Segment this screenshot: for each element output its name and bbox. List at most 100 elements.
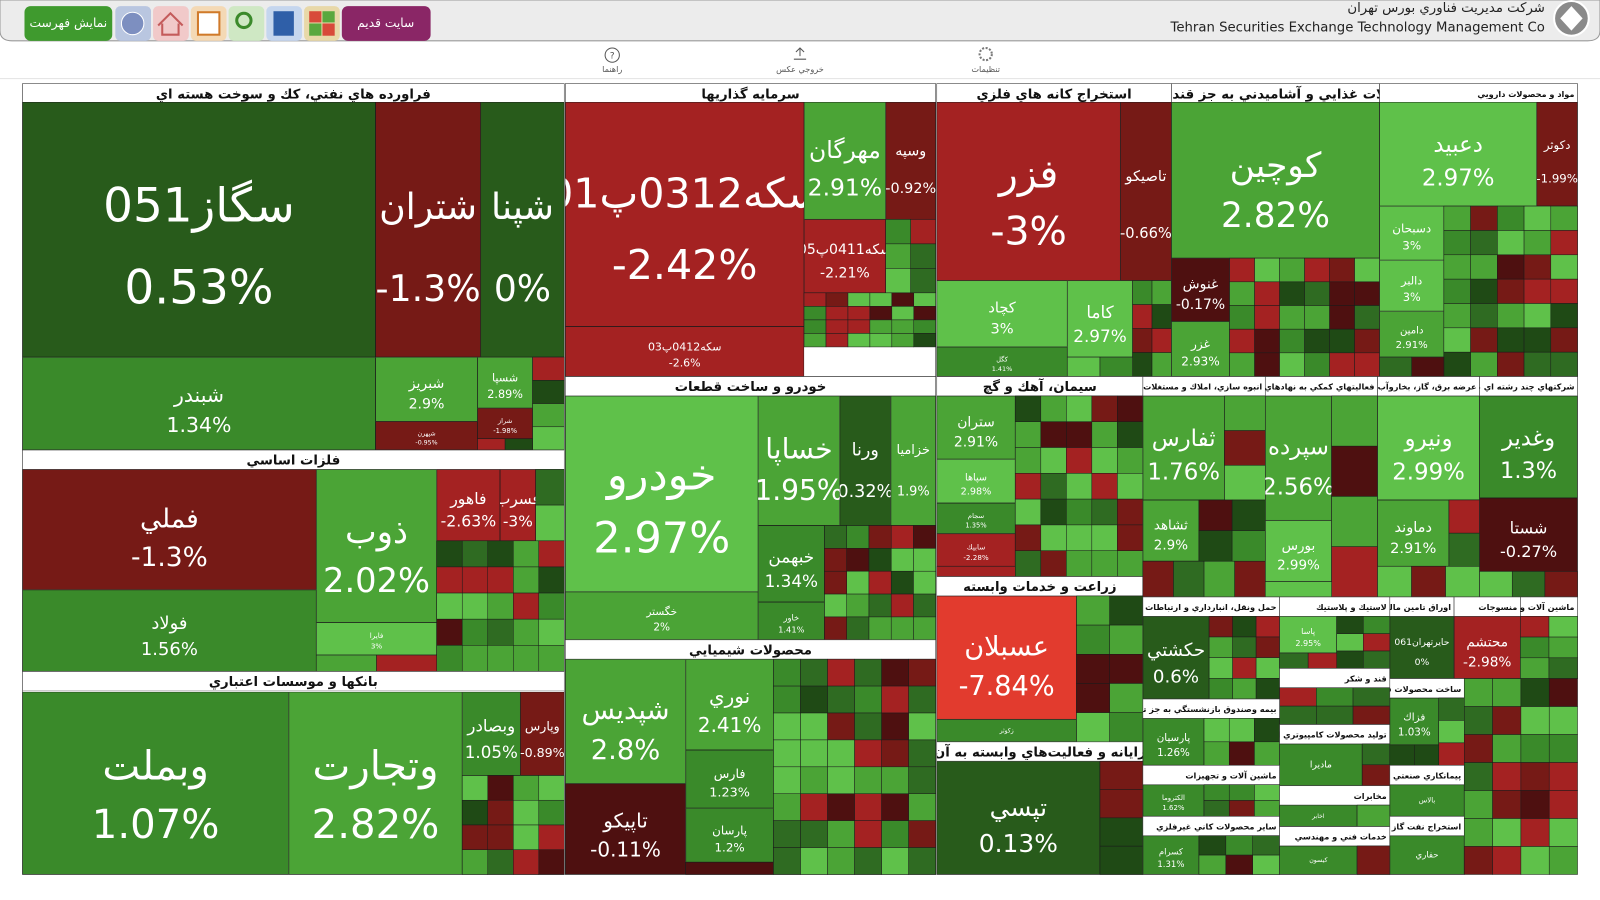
tile-bg [1120, 102, 1172, 281]
small-tile [1066, 447, 1093, 474]
tile-bg [1279, 805, 1358, 827]
small-tile [1377, 566, 1412, 598]
tile-bg [1536, 102, 1578, 207]
tile-change: 2.89% [487, 388, 523, 401]
tile-symbol: كوچين [1230, 146, 1322, 186]
small-tile [532, 426, 565, 451]
show-list-label[interactable]: نمايش فهرست [30, 16, 108, 31]
tile-symbol: شپديس [581, 695, 669, 726]
tile-change: 1.62% [1162, 804, 1184, 812]
small-tile [881, 739, 909, 768]
small-tile [1254, 741, 1280, 766]
tile-symbol: ثفارس [1152, 426, 1216, 452]
tile-symbol: فملي [140, 503, 199, 534]
sector-title: زراعت و خدمات وابسته [963, 580, 1116, 595]
sector-title-bg [1279, 596, 1390, 617]
stock-tile: تاصيكو -0.66% [1120, 102, 1172, 281]
small-tile [881, 766, 909, 794]
sector-title: رايانه و فعاليت‌هاي وابسته به آن [934, 744, 1146, 761]
sector-title-bar: انبوه سازي، املاك و مستغلات [1142, 376, 1266, 396]
small-tile [1279, 705, 1317, 725]
tile-bg [685, 808, 774, 863]
export-icon[interactable] [793, 47, 807, 60]
small-tile [1208, 636, 1233, 658]
small-tile [1411, 566, 1446, 598]
small-tile [1279, 352, 1305, 377]
tile-bg [804, 102, 886, 220]
small-tile [1203, 800, 1230, 817]
small-tile [1550, 327, 1578, 353]
help-label[interactable]: راهنما [602, 64, 622, 74]
tile-change: -3% [990, 210, 1066, 255]
tile-symbol: غنوش [1183, 277, 1219, 293]
tile-symbol: خاور [782, 612, 799, 622]
small-tile [890, 548, 914, 572]
tile-change: -0.95% [415, 440, 437, 447]
tile-symbol: غزر [1190, 337, 1210, 352]
small-tile [800, 793, 828, 821]
tile-change: 1.31% [1157, 860, 1184, 870]
show-list-button[interactable] [24, 6, 113, 41]
old-site-label[interactable]: سايت قديم [357, 16, 414, 30]
stock-tile: فايرا 3% [316, 622, 437, 656]
tile-bg [885, 102, 936, 220]
small-tile [881, 847, 909, 875]
tile-symbol: سپرده [1268, 435, 1329, 461]
small-tile [1443, 254, 1471, 280]
tile-change: -0.89% [520, 745, 565, 760]
small-tile [890, 525, 914, 549]
small-tile [538, 775, 565, 801]
root: نمايش فهرست سايت قديم شركت مديريت فناوري… [0, 0, 1600, 875]
small-tile [1329, 281, 1355, 306]
tile-change: -1.98% [493, 427, 517, 435]
tile-bg [936, 102, 1121, 281]
small-tile [1255, 657, 1280, 679]
tile-change: 2.91% [954, 435, 998, 451]
small-tile [1354, 352, 1380, 377]
tile-symbol: تپسي [990, 793, 1047, 822]
small-tile [1232, 616, 1257, 638]
small-tile [1362, 633, 1391, 652]
stock-tile: ونيرو 2.99% [1377, 395, 1480, 500]
settings-label[interactable]: تنظيمات [971, 64, 1000, 74]
search-icon[interactable] [228, 6, 265, 41]
settings-icon[interactable] [978, 46, 993, 62]
small-tile [1091, 473, 1118, 500]
tile-bg [1389, 697, 1439, 745]
old-site-button[interactable] [341, 6, 431, 41]
small-tile [847, 306, 871, 321]
sector-title-bg [1279, 724, 1390, 744]
sector-title: مخابرات [1354, 791, 1387, 802]
sector-title-bg [1389, 596, 1455, 617]
small-tile [513, 645, 540, 672]
small-tile [1445, 566, 1480, 598]
stock-tile: غنوش -0.17% [1171, 258, 1230, 322]
small-tile [846, 593, 870, 618]
small-tile [854, 847, 882, 875]
small-tile [854, 712, 882, 741]
tile-symbol: نوري [709, 684, 750, 709]
stock-tile: بورس 2.99% [1265, 520, 1332, 582]
sector-title-bar: بانكها و موسسات اعتباري [22, 671, 565, 691]
stock-tile: بالاس [1389, 784, 1465, 817]
small-tile [1331, 445, 1378, 497]
small-tile [1076, 712, 1110, 743]
tile-bg [565, 659, 686, 784]
sector-title-bar: ماشين آلات و تجهيزات [1142, 765, 1280, 785]
export-label[interactable]: خروجي عكس [776, 64, 824, 74]
small-tile [1109, 654, 1144, 684]
small-tile [1232, 678, 1257, 700]
stock-tile: شراز -1.98% [477, 408, 533, 439]
small-tile [1142, 560, 1174, 598]
help-icon[interactable] [604, 47, 620, 63]
small-tile [1548, 790, 1578, 819]
map-glyph [322, 23, 335, 36]
tile-bg [936, 280, 1068, 347]
tile-change: 0% [494, 268, 551, 310]
small-tile [910, 243, 936, 269]
tile-symbol: دسبحان [1392, 221, 1431, 235]
small-tile [538, 824, 565, 850]
small-tile [461, 824, 489, 850]
small-tile [1523, 303, 1552, 329]
